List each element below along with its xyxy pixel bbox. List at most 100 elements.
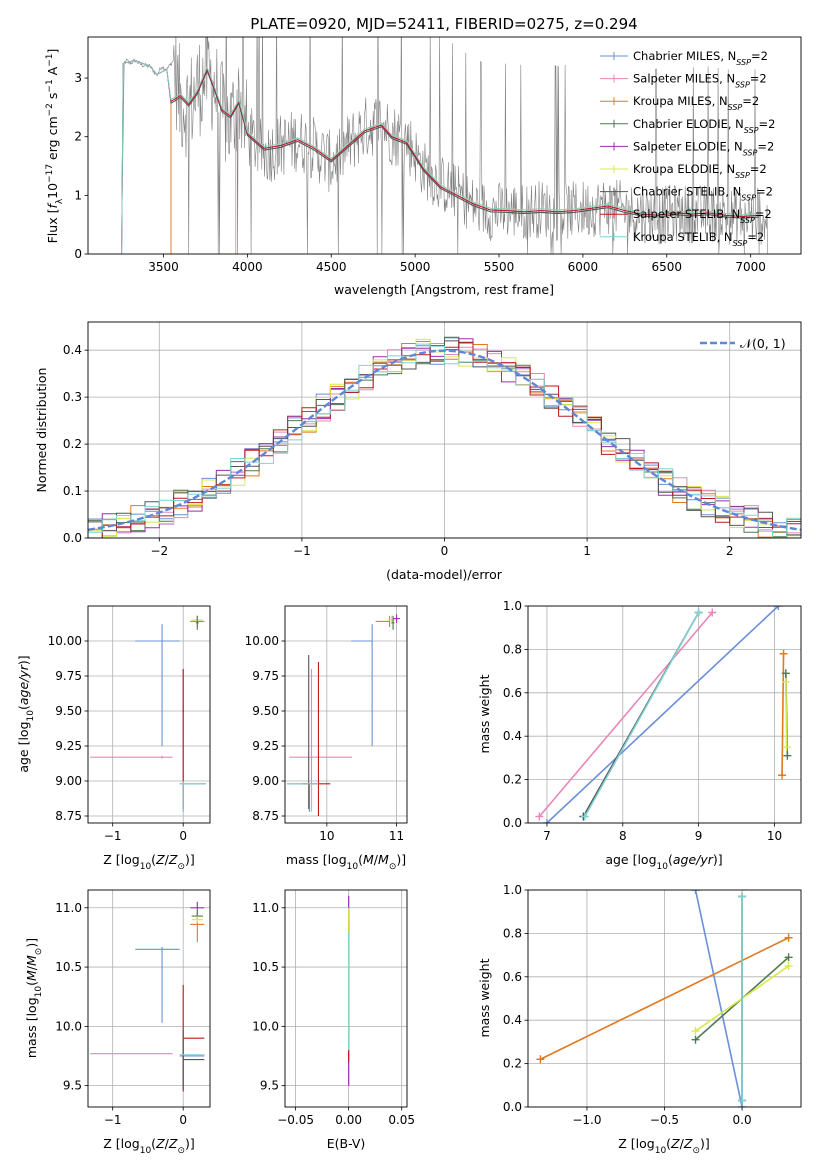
x-tick-label: 6500: [652, 260, 683, 274]
legend-item: Chabrier ELODIE, NSSP=2: [600, 117, 775, 135]
x-tick-label: 0: [179, 829, 187, 843]
x-tick-label: 0: [441, 544, 449, 558]
panel-weight-vs-age: 7 8 9 10 0.0 0.2 0.4 0.6 0.8 1.0 age [log10(age/yr…: [477, 599, 802, 872]
gridlines: [88, 890, 210, 1107]
errorbar: [391, 615, 395, 630]
x-tick-label: 0.00: [335, 1113, 362, 1127]
weight-series: [535, 608, 717, 821]
y-tick-label: 1.0: [503, 599, 522, 613]
x-axis-label: Z [log10(Z/Z⊙)]: [618, 1136, 710, 1156]
legend-item: Kroupa MILES, NSSP=2: [600, 94, 759, 112]
model-spectrum-line: [121, 60, 760, 254]
x-tick-label: 11: [389, 829, 404, 843]
panel-spectrum: 3500 4000 4500 5000 5500 6000 6500 7000 0 1 2 3 Chab…: [45, 36, 802, 297]
y-tick-label: 11.0: [55, 901, 82, 915]
y-axis-label: age [log10(age/yr)]: [16, 655, 36, 772]
axes-frame: [87, 605, 211, 824]
weight-line: [781, 653, 785, 776]
legend-label: Kroupa STELIB, NSSP=2: [633, 230, 764, 248]
weight-marker: [781, 669, 790, 678]
x-tick-label: 4000: [232, 260, 263, 274]
x-axis-label: Z [log10(Z/Z⊙)]: [103, 1136, 195, 1156]
panel-age-vs-Z: −1 0 8.75 9.00 9.25 9.50 9.75 10.00 Z [log10(Z/Z…: [16, 605, 211, 872]
y-tick-label: 10.0: [252, 1019, 279, 1033]
residual-histogram: [88, 340, 801, 536]
y-tick-label: 9.00: [252, 774, 279, 788]
x-axis-label: age [log10(age/yr)]: [605, 852, 722, 872]
weight-line: [546, 606, 779, 823]
y-tick-label: 0.6: [503, 970, 522, 984]
y-tick-label: 8.75: [252, 809, 279, 823]
x-axis-label: wavelength [Angstrom, rest frame]: [334, 282, 554, 297]
y-tick-label: 10.00: [245, 634, 279, 648]
errorbar: [191, 916, 203, 924]
y-tick-label: 0.4: [63, 343, 82, 357]
chart-panels: 3500 4000 4500 5000 5500 6000 6500 70000123Chab…: [16, 36, 802, 1156]
y-tick-label: 10.5: [55, 960, 82, 974]
y-tick-label: 0.4: [503, 729, 522, 743]
x-tick-label: 6000: [568, 260, 599, 274]
y-tick-label: 0.4: [503, 1013, 522, 1027]
plot-area: [536, 890, 793, 1107]
x-tick-label: 9: [695, 829, 703, 843]
normal-pdf-curve: [88, 349, 801, 531]
y-tick-label: 0.1: [63, 484, 82, 498]
x-tick-label: −0.5: [650, 1113, 679, 1127]
plot-area: [88, 336, 801, 538]
plot-area: [287, 614, 401, 816]
x-axis-label: mass [log10(M/M⊙)]: [286, 852, 406, 872]
x-tick-label: 4500: [316, 260, 347, 274]
legend-label: Chabrier ELODIE, NSSP=2: [633, 117, 775, 135]
errorbar: [190, 901, 205, 914]
legend-item: Kroupa STELIB, NSSP=2: [600, 230, 764, 248]
x-tick-label: −2: [150, 544, 168, 558]
weight-marker: [691, 1027, 700, 1036]
weight-marker: [784, 933, 793, 942]
weight-marker: [542, 819, 551, 823]
y-tick-label: 9.5: [260, 1079, 279, 1093]
y-tick-label: 9.25: [252, 739, 279, 753]
legend-label: Kroupa ELODIE, NSSP=2: [633, 162, 767, 180]
weight-series: [542, 606, 783, 823]
y-tick-label: 10.5: [252, 960, 279, 974]
plot-area: [90, 615, 206, 812]
x-axis-label: Z [log10(Z/Z⊙)]: [103, 852, 195, 872]
model-spectrum-line: [121, 60, 760, 254]
y-axis-label: mass weight: [477, 958, 492, 1037]
legend-item: Salpeter STELIB, NSSP=2: [600, 207, 772, 225]
weight-marker: [691, 890, 700, 894]
weight-series: [580, 608, 703, 821]
x-tick-label: −1: [104, 1113, 122, 1127]
legend-label: Salpeter ELODIE, NSSP=2: [633, 139, 774, 157]
weight-marker: [779, 649, 788, 658]
x-tick-label: 7000: [735, 260, 766, 274]
legend-item: Chabrier MILES, NSSP=2: [600, 49, 768, 67]
axes-frame: [87, 321, 802, 539]
y-tick-label: 0.0: [503, 1100, 522, 1114]
gridlines: [285, 606, 407, 823]
y-tick-label: 0.0: [63, 531, 82, 545]
weight-marker: [694, 608, 703, 617]
y-tick-label: 8.75: [55, 809, 82, 823]
panel-age-vs-mass: 10 11 8.75 9.00 9.25 9.50 9.75 10.00 mass [log10…: [245, 605, 408, 872]
data-spectrum-line: [88, 37, 801, 254]
y-tick-label: 1.0: [503, 883, 522, 897]
x-tick-label: 1: [583, 544, 591, 558]
plot-area: [535, 606, 792, 823]
weight-marker: [782, 743, 791, 752]
y-axis-label: Normed distribution: [34, 368, 49, 493]
axes-frame: [284, 605, 408, 824]
x-axis-label: (data-model)/error: [386, 567, 503, 582]
y-tick-label: 3: [74, 71, 82, 85]
y-tick-label: 9.5: [63, 1079, 82, 1093]
legend-label: Salpeter MILES, NSSP=2: [633, 72, 767, 90]
errorbar: [393, 614, 401, 623]
x-tick-label: 8: [619, 829, 627, 843]
y-tick-label: 0.8: [503, 926, 522, 940]
y-tick-label: 0.2: [503, 1057, 522, 1071]
y-tick-label: 10.00: [48, 634, 82, 648]
x-tick-label: 10: [319, 829, 334, 843]
y-tick-label: 2: [74, 130, 82, 144]
y-tick-label: 0.3: [63, 390, 82, 404]
weight-series: [738, 892, 747, 1105]
